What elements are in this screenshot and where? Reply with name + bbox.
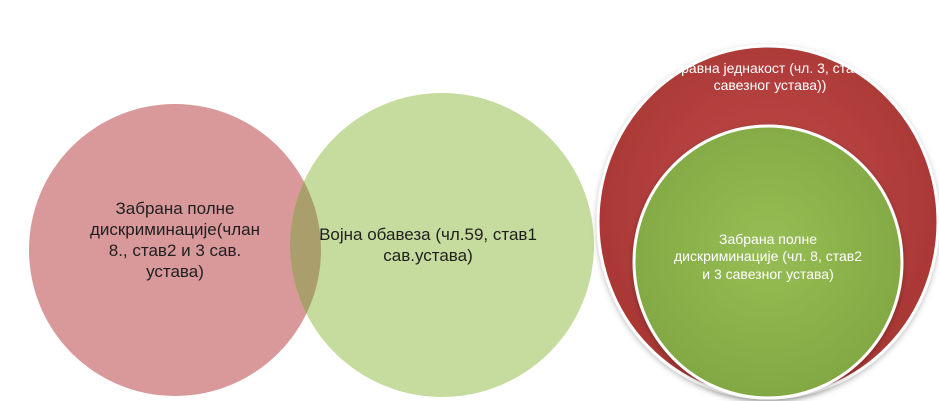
left-circle-label: Забрана полне дискриминације(члан 8., ст…	[89, 198, 261, 282]
inner-circle	[632, 124, 904, 400]
right-circle-label: Војна обавеза (чл.59, став1 сав.устава)	[319, 224, 537, 265]
right-circle	[290, 93, 594, 397]
inner-circle-label: Забрана полне дискриминације (чл. 8, ста…	[673, 230, 863, 282]
left-circle	[29, 104, 321, 396]
outer-circle-label: Правна једнакост (чл. 3, став1 савезног …	[671, 59, 869, 94]
